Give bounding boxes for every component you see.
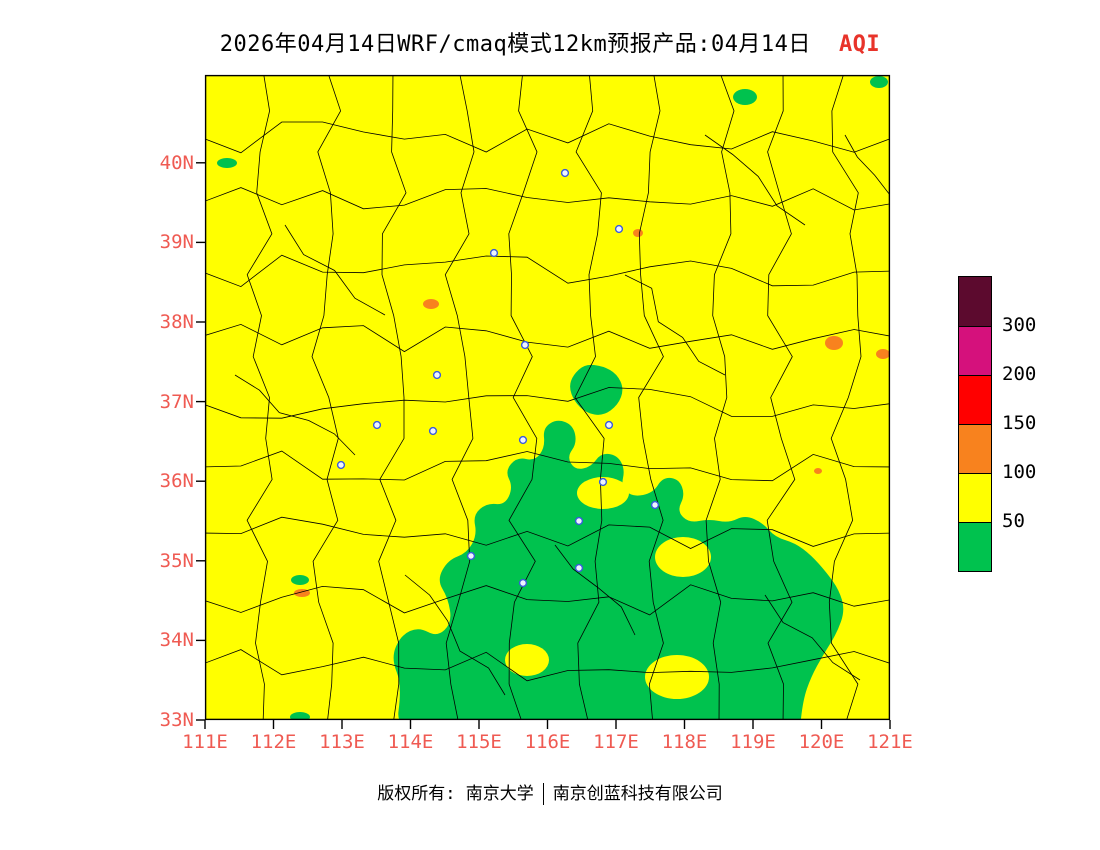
aqi-colorbar <box>958 276 992 572</box>
city-marker-icon <box>466 551 476 561</box>
aqi-orange-spot <box>814 468 822 474</box>
city-marker-icon <box>372 420 382 430</box>
legend-color-cell <box>959 473 991 522</box>
city-marker-icon <box>336 460 346 470</box>
map-frame <box>204 74 891 721</box>
x-axis-label: 116E <box>524 731 571 753</box>
aqi-forecast-map <box>196 74 891 729</box>
y-axis-label: 38N <box>159 311 194 333</box>
x-axis-label: 115E <box>456 731 502 753</box>
aqi-yellow-hole <box>655 537 711 577</box>
y-axis-label: 35N <box>159 549 194 572</box>
legend-color-cell <box>959 375 991 424</box>
legend-value-label: 200 <box>1002 363 1037 385</box>
aqi-orange-spot <box>423 299 439 309</box>
x-axis-label: 121E <box>867 731 913 753</box>
city-marker-icon <box>598 477 608 487</box>
y-axis-label: 37N <box>159 390 194 413</box>
x-axis-label: 119E <box>730 731 776 753</box>
y-axis-label: 39N <box>159 231 194 254</box>
city-marker-icon <box>518 435 528 445</box>
city-marker-icon <box>489 248 499 258</box>
y-axis-label: 36N <box>159 470 194 493</box>
x-axis-label: 118E <box>661 731 708 753</box>
city-marker-icon <box>574 563 584 573</box>
city-marker-icon <box>520 340 530 350</box>
aqi-orange-spot <box>633 229 643 237</box>
aqi-yellow-hole <box>577 477 629 509</box>
y-axis-label: 34N <box>159 629 194 652</box>
city-marker-icon <box>604 420 614 430</box>
copyright-owner: 版权所有: 南京大学 <box>377 784 534 804</box>
x-axis-label: 113E <box>319 731 365 753</box>
copyright-footer: 版权所有: 南京大学 南京创蓝科技有限公司 <box>0 779 1100 805</box>
page-title: 2026年04月14日WRF/cmaq模式12km预报产品:04月14日 AQI <box>0 26 1100 58</box>
legend-value-label: 150 <box>1002 412 1037 434</box>
aqi-orange-spot <box>825 336 843 350</box>
aqi-yellow-hole <box>505 644 549 676</box>
x-axis-label: 114E <box>387 731 434 753</box>
city-marker-icon <box>574 516 584 526</box>
copyright-company: 南京创蓝科技有限公司 <box>552 784 723 804</box>
aqi-fill-layer <box>217 76 890 720</box>
city-marker-icon <box>650 500 660 510</box>
aqi-green-spot <box>291 575 309 585</box>
city-marker-icon <box>432 370 442 380</box>
aqi-orange-spot <box>876 349 890 359</box>
city-marker-icon <box>614 224 624 234</box>
footer-divider <box>542 783 544 805</box>
aqi-green-region-south <box>393 420 844 720</box>
legend-value-label: 300 <box>1002 314 1037 336</box>
aqi-green-spot <box>870 76 888 88</box>
x-axis-label: 117E <box>593 731 639 753</box>
legend-value-label: 50 <box>1002 510 1025 532</box>
legend-color-cell <box>959 522 991 571</box>
y-axis-label: 33N <box>159 709 194 731</box>
x-axis-label: 112E <box>250 731 297 753</box>
aqi-green-region-lobe <box>570 364 623 415</box>
city-marker-icon <box>428 426 438 436</box>
legend-color-cell <box>959 424 991 473</box>
aqi-yellow-hole <box>645 655 709 699</box>
aqi-green-spot <box>217 158 237 168</box>
x-axis-label: 120E <box>798 731 845 753</box>
y-axis-label: 40N <box>159 151 194 174</box>
city-marker-icon <box>560 168 570 178</box>
x-axis-label: 111E <box>182 731 228 753</box>
axis-ticks <box>196 162 891 729</box>
aqi-green-spot <box>733 89 757 105</box>
title-pollutant-label: AQI <box>838 32 881 57</box>
legend-value-label: 100 <box>1002 461 1037 483</box>
legend-color-cell <box>959 277 991 326</box>
legend-color-cell <box>959 326 991 375</box>
aqi-green-spot <box>290 712 310 720</box>
city-marker-icon <box>518 578 528 588</box>
county-boundaries <box>205 75 890 720</box>
title-text: 2026年04月14日WRF/cmaq模式12km预报产品:04月14日 <box>219 32 811 57</box>
city-markers <box>336 168 660 588</box>
